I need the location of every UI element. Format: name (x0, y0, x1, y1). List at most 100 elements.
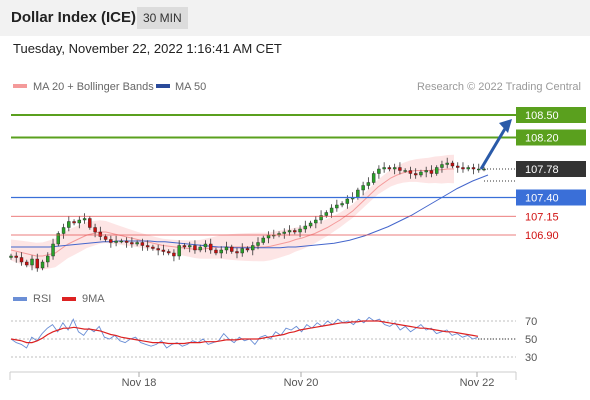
candle-body (329, 207, 334, 213)
candle-body (172, 252, 176, 257)
resistance-level-label: 108.50 (525, 110, 559, 122)
candle-body (25, 261, 29, 266)
candle-body (371, 173, 376, 183)
support-level-label: 107.15 (525, 211, 559, 223)
candle-body (251, 245, 255, 251)
candle-body (382, 167, 386, 170)
rsi-legend-swatch (13, 297, 27, 301)
candle-body (9, 255, 13, 258)
candle-body (182, 245, 187, 248)
candle-body (477, 168, 481, 171)
current-price-label: 107.78 (525, 164, 559, 176)
resistance-level-tag (516, 107, 586, 123)
candle-body (392, 167, 397, 170)
candle-body (240, 248, 244, 254)
resistance-level-label: 108.20 (525, 133, 559, 145)
candle-body (361, 185, 365, 191)
candle-body (235, 251, 239, 254)
chart-header: Dollar Index (ICE) 30 MIN (0, 0, 590, 36)
candle-body (61, 227, 66, 234)
candle-body (340, 203, 344, 206)
instrument-title: Dollar Index (ICE) (11, 9, 137, 26)
candle-body (282, 231, 286, 234)
pivot-level-label: 107.40 (525, 193, 559, 205)
current-price-tag (516, 161, 586, 177)
candle-body (398, 167, 402, 171)
projection-arrow-head (499, 119, 512, 133)
candle-body (266, 234, 271, 239)
candle-body (261, 237, 265, 243)
candle-body (419, 171, 423, 176)
ma50-line (11, 174, 489, 249)
candle-body (356, 189, 360, 198)
ma9-legend-label: 9MA (82, 293, 105, 305)
candle-body (450, 162, 455, 167)
candle-body (245, 248, 250, 251)
rsi-layer: 70 50 30 (10, 316, 537, 364)
x-tick-label: Nov 20 (284, 377, 319, 389)
candle-body (198, 246, 202, 251)
candle-body (403, 170, 407, 172)
support-level-label: 106.90 (525, 230, 559, 242)
candle-body (377, 168, 381, 174)
candle-body (124, 240, 129, 243)
candle-body (145, 245, 150, 248)
candle-body (413, 173, 418, 176)
candle-body (408, 170, 413, 174)
ma50-legend-swatch (156, 84, 170, 88)
candle-body (161, 249, 166, 252)
candle-body (224, 246, 229, 251)
rsi-tick-label: 50 (525, 334, 537, 346)
rsi-legend-label: RSI (33, 293, 51, 305)
candle-body (151, 246, 155, 249)
candle-body (445, 162, 449, 165)
candle-body (366, 182, 371, 186)
candle-body (51, 243, 55, 257)
candle-body (424, 170, 428, 173)
candle-body (93, 227, 97, 233)
candle-body (193, 245, 197, 251)
candle-body (40, 261, 45, 269)
candle-body (203, 243, 208, 248)
candle-body (67, 221, 71, 228)
x-tick-label: Nov 22 (460, 377, 495, 389)
candle-body (56, 233, 60, 245)
timeframe-badge[interactable]: 30 MIN (137, 7, 188, 29)
candle-body (119, 240, 124, 243)
projection-arrow-shaft (479, 126, 508, 170)
candle-body (187, 245, 192, 248)
candle-body (461, 167, 465, 170)
candle-body (230, 246, 234, 252)
candle-body (98, 231, 103, 237)
candle-body (209, 243, 213, 251)
candle-body (387, 167, 392, 170)
candle-body (177, 245, 181, 257)
candle-body (103, 236, 108, 240)
timestamp: Tuesday, November 22, 2022 1:16:41 AM CE… (13, 41, 282, 56)
credit-text: Research © 2022 Trading Central (417, 81, 581, 93)
candle-body (82, 218, 87, 221)
candle-body (466, 167, 470, 170)
ma20-legend-label: MA 20 + Bollinger Bands (33, 81, 154, 93)
candle-body (35, 258, 39, 269)
x-tick-label: Nov 18 (122, 377, 157, 389)
pivot-level-tag (516, 189, 586, 206)
rsi-tick-label: 70 (525, 316, 537, 328)
rsi-tick-label: 30 (525, 352, 537, 364)
candle-body (345, 198, 350, 204)
levels-layer: 108.50 108.20 107.40 107.15 106.90 107.78 (11, 107, 586, 242)
candle-body (166, 251, 171, 254)
candle-body (88, 218, 92, 228)
resistance-level-tag (516, 129, 586, 146)
candle-body (14, 255, 18, 258)
candle-body (298, 228, 302, 233)
candle-body (256, 242, 260, 246)
candle-body (109, 239, 113, 243)
ma9-legend-swatch (62, 297, 76, 301)
candle-body (219, 249, 223, 254)
candle-body (287, 230, 292, 233)
candle-body (308, 222, 313, 227)
candle-body (19, 257, 24, 263)
